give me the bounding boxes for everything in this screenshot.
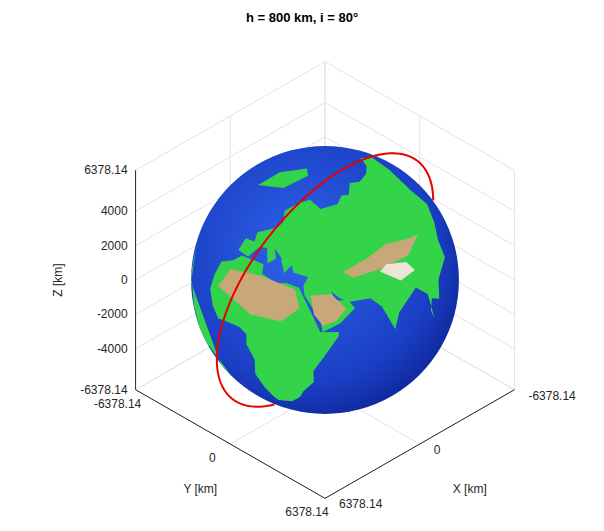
svg-text:4000: 4000 (101, 204, 128, 218)
svg-text:X [km]: X [km] (453, 482, 487, 496)
svg-text:0: 0 (209, 451, 216, 465)
svg-text:6378.14: 6378.14 (285, 505, 329, 519)
svg-text:6378.14: 6378.14 (84, 163, 128, 177)
svg-text:-6378.14: -6378.14 (94, 397, 142, 411)
svg-text:0: 0 (121, 273, 128, 287)
svg-text:-6378.14: -6378.14 (528, 389, 576, 403)
svg-text:h = 800 km, i = 80°: h = 800 km, i = 80° (246, 10, 358, 25)
svg-text:-6378.14: -6378.14 (80, 383, 128, 397)
svg-text:Z [km]: Z [km] (51, 263, 65, 296)
svg-text:-4000: -4000 (97, 342, 128, 356)
svg-text:2000: 2000 (101, 239, 128, 253)
svg-text:6378.14: 6378.14 (339, 497, 383, 511)
svg-text:Y [km]: Y [km] (183, 482, 217, 496)
svg-text:0: 0 (434, 443, 441, 457)
svg-text:-2000: -2000 (97, 307, 128, 321)
